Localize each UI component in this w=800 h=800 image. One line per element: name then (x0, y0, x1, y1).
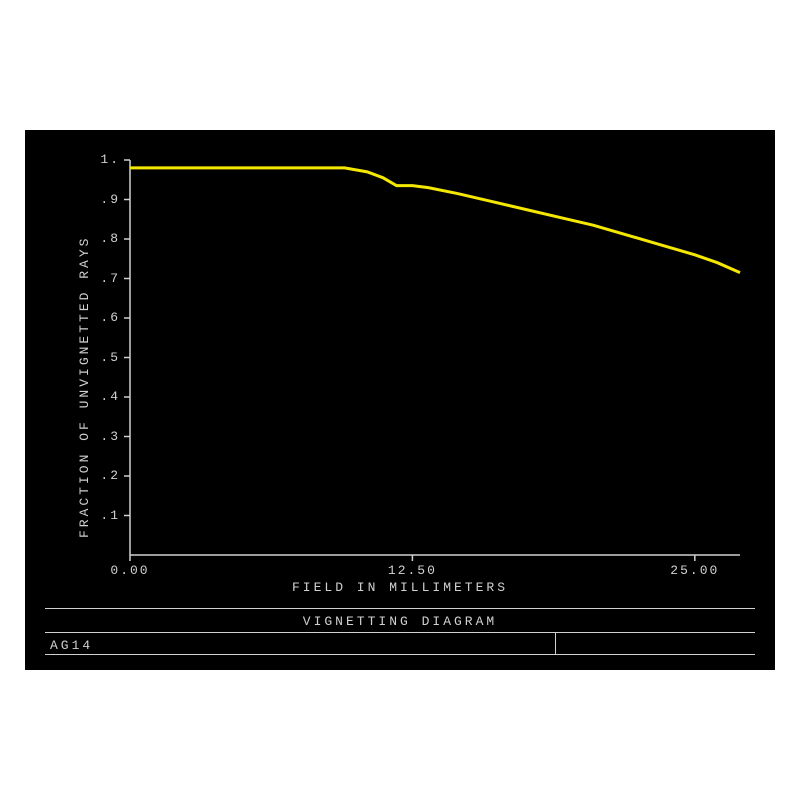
page-container: .1.2.3.4.5.6.7.8.91. 0.0012.5025.00 FRAC… (0, 0, 800, 800)
x-tick-label: 0.00 (110, 563, 149, 578)
footer-rule-bottom (45, 654, 755, 655)
config-id-label: AG14 (50, 638, 93, 653)
crt-screen: .1.2.3.4.5.6.7.8.91. 0.0012.5025.00 FRAC… (25, 130, 775, 670)
y-tick-label: .9 (85, 192, 120, 207)
chart-title: VIGNETTING DIAGRAM (303, 614, 497, 629)
footer-rule-mid (45, 632, 755, 633)
footer-rule-top (45, 608, 755, 609)
x-tick-label: 12.50 (388, 563, 437, 578)
vignetting-chart (130, 160, 740, 555)
x-tick-label: 25.00 (670, 563, 719, 578)
footer-divider (555, 632, 556, 654)
y-axis-label: FRACTION OF UNVIGNETTED RAYS (77, 236, 92, 538)
y-tick-label: 1. (85, 152, 120, 167)
x-axis-label: FIELD IN MILLIMETERS (292, 580, 508, 595)
